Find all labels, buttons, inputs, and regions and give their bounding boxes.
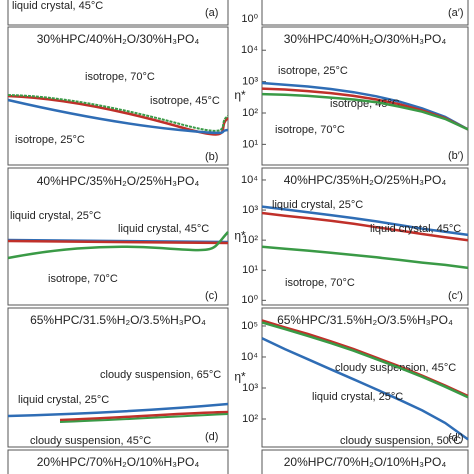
panel-title: 30%HPC/40%H₂O/30%H₃PO₄ bbox=[284, 32, 447, 46]
tag: (b′) bbox=[448, 150, 464, 162]
label: liquid crystal, 45°C bbox=[12, 0, 103, 12]
annotation: isotrope, 25°C bbox=[278, 65, 348, 77]
annotation: cloudy suspension, 45°C bbox=[30, 435, 151, 447]
y-tick-label: 10⁴ bbox=[241, 44, 258, 56]
y-tick-label: 10³ bbox=[242, 204, 258, 216]
curve bbox=[7, 231, 229, 260]
annotation: cloudy suspension, 65°C bbox=[100, 369, 221, 381]
y-tick-label: 10³ bbox=[242, 382, 258, 394]
annotation: cloudy suspension, 50°C bbox=[340, 435, 461, 447]
panel-box bbox=[261, 307, 469, 448]
annotation: cloudy suspension, 45°C bbox=[335, 362, 456, 374]
y-tick-label: 10¹ bbox=[242, 138, 258, 150]
annotation: liquid crystal, 45°C bbox=[370, 223, 461, 235]
panel-box bbox=[261, 26, 469, 166]
panel-title: 20%HPC/70%H₂O/10%H₃PO₄ bbox=[284, 455, 447, 469]
tag: (a) bbox=[205, 7, 218, 19]
annotation: isotrope, 70°C bbox=[48, 273, 118, 285]
panel-title: 40%HPC/35%H₂O/25%H₃PO₄ bbox=[284, 173, 447, 187]
panel-box bbox=[261, 0, 469, 26]
annotation: liquid crystal, 25°C bbox=[10, 210, 101, 222]
series-line bbox=[261, 321, 469, 399]
panel-box bbox=[7, 167, 229, 306]
panel-title: 40%HPC/35%H₂O/25%H₃PO₄ bbox=[37, 174, 200, 188]
series-line bbox=[261, 245, 469, 270]
curve bbox=[7, 402, 229, 418]
curve bbox=[7, 94, 229, 136]
curve bbox=[7, 98, 229, 135]
curve bbox=[7, 239, 229, 245]
panel-title: 30%HPC/40%H₂O/30%H₃PO₄ bbox=[37, 32, 200, 46]
y-tick-label: 10⁵ bbox=[241, 320, 258, 332]
tag: (d) bbox=[205, 431, 218, 443]
panel-box bbox=[7, 449, 229, 474]
panel-title: 65%HPC/31.5%H₂O/3.5%H₃PO₄ bbox=[30, 313, 206, 327]
annotation: liquid crystal, 25°C bbox=[312, 391, 403, 403]
tag: (d′) bbox=[448, 432, 464, 444]
y-tick-label: 10⁴ bbox=[241, 351, 258, 363]
annotation: isotrope, 45°C bbox=[330, 98, 400, 110]
annotation: liquid crystal, 25°C bbox=[272, 199, 363, 211]
y-tick-label: 10² bbox=[242, 234, 258, 246]
curve bbox=[59, 410, 229, 422]
tag: (c) bbox=[205, 290, 218, 302]
annotation: isotrope, 70°C bbox=[285, 277, 355, 289]
series-line bbox=[261, 205, 469, 237]
panel-box bbox=[261, 167, 469, 306]
series-line bbox=[261, 92, 469, 131]
annotation: isotrope, 70°C bbox=[85, 71, 155, 83]
y-axis-label: η* bbox=[234, 88, 246, 102]
curve bbox=[7, 94, 229, 132]
tick-label: 10⁰ bbox=[241, 13, 258, 25]
y-tick-label: 10³ bbox=[242, 76, 258, 88]
annotation: liquid crystal, 45°C bbox=[118, 223, 209, 235]
y-axis-label: η* bbox=[234, 370, 246, 384]
annotation: isotrope, 70°C bbox=[275, 124, 345, 136]
panel-title: 65%HPC/31.5%H₂O/3.5%H₃PO₄ bbox=[277, 313, 453, 327]
tag: (c′) bbox=[448, 290, 463, 302]
y-tick-label: 10² bbox=[242, 413, 258, 425]
series-line bbox=[261, 211, 469, 242]
y-tick-label: 10¹ bbox=[242, 264, 258, 276]
y-axis-label: η* bbox=[234, 229, 246, 243]
panel-box bbox=[261, 449, 469, 474]
annotation: liquid crystal, 25°C bbox=[18, 394, 109, 406]
panel-title: 20%HPC/70%H₂O/10%H₃PO₄ bbox=[37, 455, 200, 469]
panel-box bbox=[7, 307, 229, 448]
annotation: isotrope, 25°C bbox=[15, 134, 85, 146]
annotation: isotrope, 45°C bbox=[150, 95, 220, 107]
y-tick-label: 10⁴ bbox=[241, 174, 258, 186]
series-line bbox=[261, 81, 469, 131]
tag: (b) bbox=[205, 151, 218, 163]
series-line bbox=[261, 337, 469, 441]
tag: (a′) bbox=[448, 7, 464, 19]
y-tick-label: 10² bbox=[242, 107, 258, 119]
y-tick-label: 10⁰ bbox=[241, 294, 258, 306]
curve bbox=[59, 413, 229, 423]
panel-box bbox=[7, 0, 229, 26]
